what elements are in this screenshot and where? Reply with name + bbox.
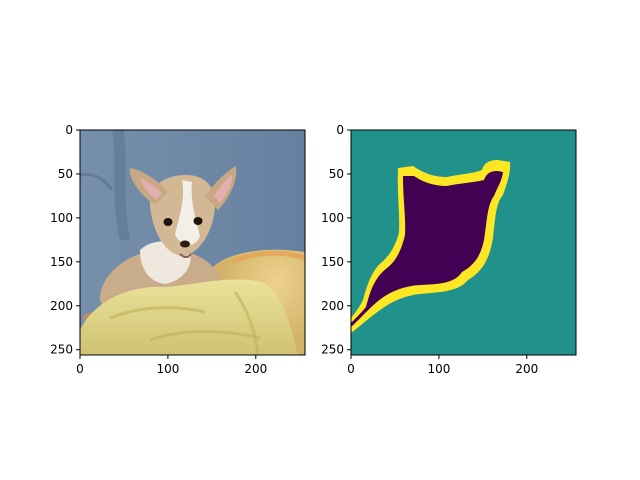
mask-y-tick-label: 0 bbox=[336, 123, 344, 137]
mask-y-tick-label: 250 bbox=[321, 343, 344, 357]
mask-x-tick-label: 100 bbox=[427, 362, 450, 376]
mask-y-axis: 0 50 100 150 200 250 bbox=[321, 123, 351, 357]
photo-y-tick-label: 200 bbox=[50, 299, 73, 313]
mask-y-tick-label: 150 bbox=[321, 255, 344, 269]
dog-photo bbox=[80, 130, 305, 355]
photo-y-tick-label: 100 bbox=[50, 211, 73, 225]
mask-x-tick-label: 200 bbox=[515, 362, 538, 376]
photo-axes-frame bbox=[79, 129, 306, 356]
mask-x-axis: 0 100 200 bbox=[347, 355, 538, 376]
photo-x-tick-label: 0 bbox=[76, 362, 84, 376]
photo-y-tick-label: 250 bbox=[50, 343, 73, 357]
mask-x-tick-label: 0 bbox=[347, 362, 355, 376]
mask-y-tick-label: 50 bbox=[329, 167, 344, 181]
mask-foreground bbox=[351, 171, 503, 327]
photo-y-tick-label: 50 bbox=[58, 167, 73, 181]
photo-y-tick-label: 150 bbox=[50, 255, 73, 269]
mask-y-tick-label: 200 bbox=[321, 299, 344, 313]
photo-y-axis: 0 50 100 150 200 250 bbox=[50, 123, 80, 357]
photo-x-axis: 0 100 200 bbox=[76, 355, 267, 376]
photo-x-tick-label: 100 bbox=[156, 362, 179, 376]
photo-panel: 0 100 200 0 50 100 150 200 250 bbox=[50, 123, 306, 376]
segmentation-mask bbox=[351, 130, 576, 355]
mask-y-tick-label: 100 bbox=[321, 211, 344, 225]
photo-y-tick-label: 0 bbox=[65, 123, 73, 137]
mask-axes-frame bbox=[350, 129, 577, 356]
photo-x-tick-label: 200 bbox=[244, 362, 267, 376]
mask-panel: 0 100 200 0 50 100 150 200 250 bbox=[321, 123, 577, 376]
